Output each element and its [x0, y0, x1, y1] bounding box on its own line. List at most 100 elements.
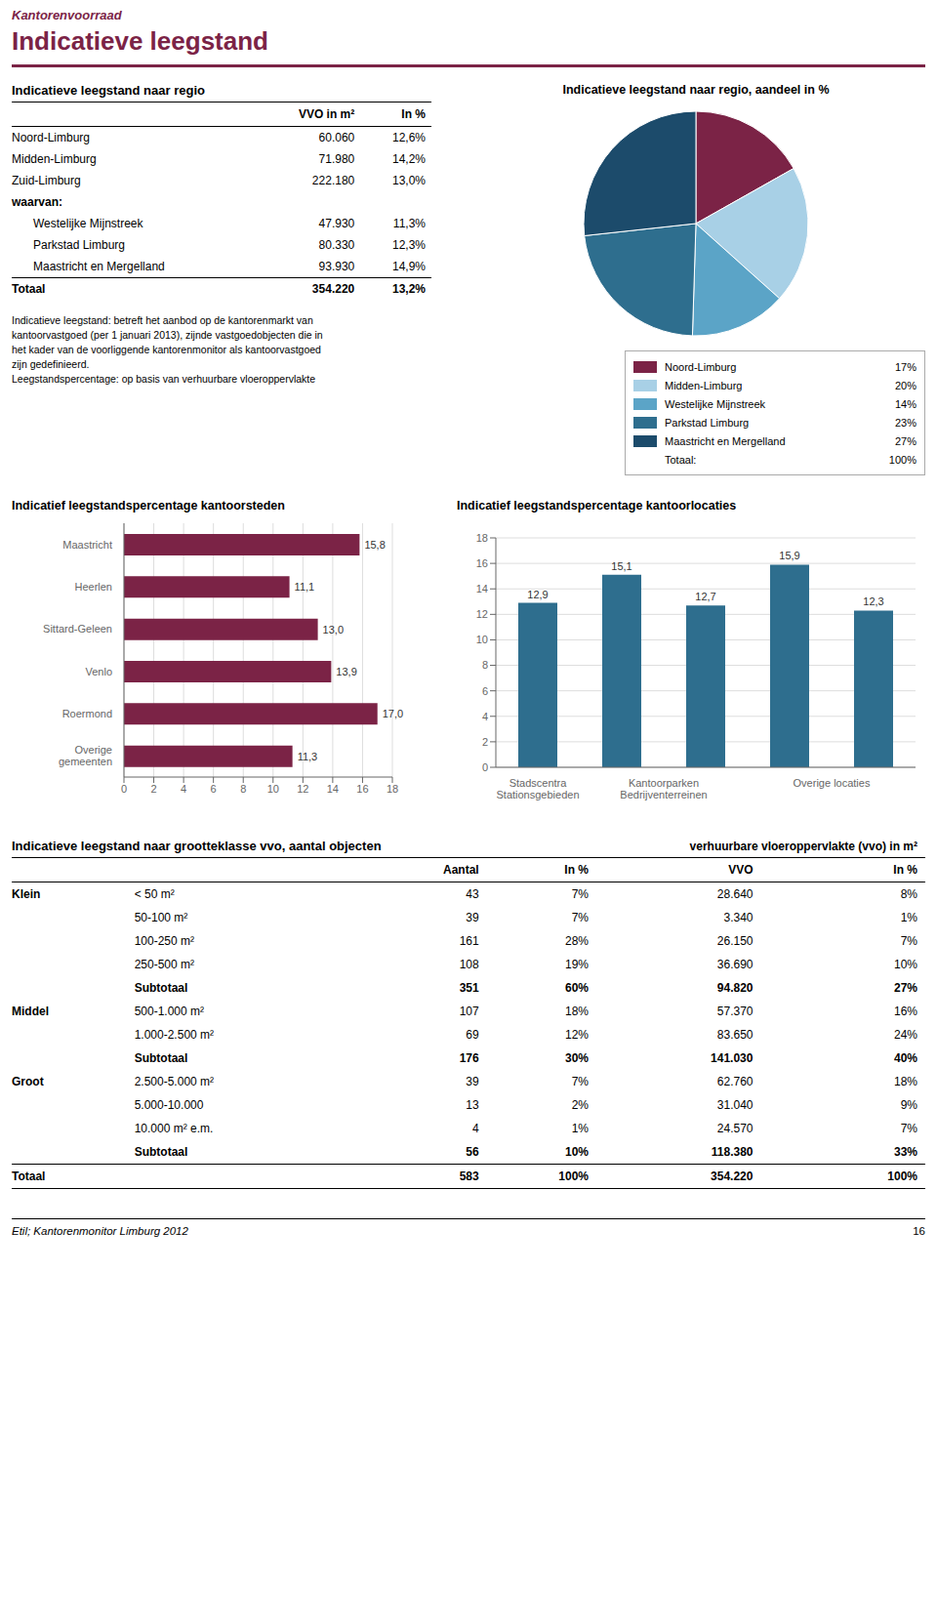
html-text:1.000-2.500 m²: 1.000-2.500 m²: [134, 1027, 214, 1042]
html-text:12,6%: 12,6%: [392, 130, 426, 145]
svg-text:6: 6: [210, 782, 217, 795]
svg-text:Roermond: Roermond: [62, 707, 113, 720]
html-text:7%: 7%: [571, 910, 589, 925]
svg-text:16: 16: [476, 557, 489, 570]
svg-text:Venlo: Venlo: [84, 665, 113, 678]
svg-text:6: 6: [482, 685, 489, 697]
html-text:18%: 18%: [894, 1074, 918, 1089]
svg-text:12: 12: [296, 782, 309, 795]
html-text:Indicatieve leegstand naar reg: Indicatieve leegstand naar regio: [11, 82, 205, 98]
svg-text:8: 8: [482, 658, 489, 671]
html-text:250-500 m²: 250-500 m²: [134, 957, 195, 972]
html-text:107: 107: [459, 1004, 479, 1019]
html-text:14,9%: 14,9%: [392, 259, 426, 274]
html-text:500-1.000 m²: 500-1.000 m²: [134, 1004, 204, 1019]
svg-text:12,3: 12,3: [862, 595, 884, 608]
html-text:47.930: 47.930: [318, 216, 355, 231]
html-text:1%: 1%: [571, 1121, 589, 1136]
svg-text:2: 2: [150, 782, 157, 795]
html-text:Noord-Limburg: Noord-Limburg: [11, 130, 90, 145]
svg-text:15,9: 15,9: [778, 549, 800, 562]
html-text:3.340: 3.340: [723, 910, 754, 925]
html-text:24.570: 24.570: [717, 1121, 754, 1136]
svg-text:14: 14: [476, 582, 489, 595]
html-text:10.000 m² e.m.: 10.000 m² e.m.: [134, 1121, 214, 1136]
html-text:83.650: 83.650: [717, 1027, 754, 1042]
svg-text:Maastricht: Maastricht: [62, 538, 113, 551]
html-text:27%: 27%: [894, 980, 918, 995]
svg-text:13,0: 13,0: [323, 623, 344, 636]
html-text:50-100 m²: 50-100 m²: [134, 910, 188, 925]
svg-text:Overige locaties: Overige locaties: [793, 776, 871, 789]
html-text:24%: 24%: [894, 1027, 918, 1042]
svg-text:13,9: 13,9: [335, 665, 357, 678]
svg-text:Overigegemeenten: Overigegemeenten: [58, 743, 113, 768]
html-text:In %: In %: [401, 107, 426, 122]
svg-text:15,1: 15,1: [611, 560, 632, 572]
html-text:1%: 1%: [900, 910, 918, 925]
html-text:18%: 18%: [565, 1004, 589, 1019]
html-text:351: 351: [459, 980, 479, 995]
html-text:verhuurbare vloeroppervlakte (: verhuurbare vloeroppervlakte (vvo) in m²: [689, 838, 918, 853]
html-text:7%: 7%: [900, 1121, 918, 1136]
svg-text:14: 14: [326, 782, 339, 795]
html-text:13,0%: 13,0%: [392, 173, 426, 188]
html-text:Subtotaal: Subtotaal: [134, 980, 188, 995]
html-text:VVO: VVO: [728, 862, 754, 877]
svg-text:0: 0: [482, 761, 489, 774]
html-text:Indicatieve leegstand naar reg: Indicatieve leegstand naar regio, aandee…: [562, 82, 830, 97]
svg-text:10: 10: [267, 782, 280, 795]
svg-text:2: 2: [482, 735, 489, 748]
svg-text:8: 8: [240, 782, 246, 795]
html-text:VVO in m²: VVO in m²: [298, 107, 355, 122]
html-text:11,3%: 11,3%: [393, 216, 426, 231]
html-text:Westelijke Mijnstreek: Westelijke Mijnstreek: [33, 216, 143, 231]
svg-text:12,9: 12,9: [527, 588, 548, 601]
html-text:60%: 60%: [565, 980, 589, 995]
html-text:Indicatieve leegstand: Indicatieve leegstand: [11, 26, 269, 56]
svg-text:11,1: 11,1: [294, 580, 316, 593]
svg-text:0: 0: [121, 782, 127, 795]
html-text:In %: In %: [564, 862, 589, 877]
html-text:12%: 12%: [565, 1027, 589, 1042]
html-text:Zuid-Limburg: Zuid-Limburg: [11, 173, 81, 188]
svg-text:15,8: 15,8: [364, 538, 385, 551]
html-text:Indicatieve leegstand naar gro: Indicatieve leegstand naar grootteklasse…: [11, 838, 382, 854]
svg-text:KantoorparkenBedrijventerreine: KantoorparkenBedrijventerreinen: [619, 776, 707, 801]
html-text:Maastricht en Mergelland: Maastricht en Mergelland: [33, 259, 165, 274]
html-text:62.760: 62.760: [717, 1074, 754, 1089]
html-text:60.060: 60.060: [318, 130, 355, 145]
html-text:10%: 10%: [894, 957, 918, 972]
html-text:2.500-5.000 m²: 2.500-5.000 m²: [134, 1074, 214, 1089]
html-text:16%: 16%: [894, 1004, 918, 1019]
svg-text:18: 18: [476, 531, 489, 544]
html-text:Indicatief leegstandspercentag: Indicatief leegstandspercentage kantoors…: [11, 498, 286, 513]
html-text:108: 108: [459, 957, 479, 972]
svg-text:18: 18: [386, 782, 399, 795]
svg-text:17,0: 17,0: [382, 707, 404, 720]
html-text:In %: In %: [893, 862, 918, 877]
svg-text:Sittard-Geleen: Sittard-Geleen: [42, 622, 113, 635]
svg-text:16: 16: [356, 782, 368, 795]
html-text:94.820: 94.820: [717, 980, 754, 995]
svg-text:4: 4: [482, 710, 489, 723]
svg-text:Heerlen: Heerlen: [74, 580, 113, 593]
html-text:57.370: 57.370: [717, 1004, 754, 1019]
svg-text:StadscentraStationsgebieden: StadscentraStationsgebieden: [495, 776, 579, 801]
html-text:Subtotaal: Subtotaal: [134, 1144, 188, 1159]
html-text:Aantal: Aantal: [443, 862, 479, 877]
html-text:Indicatief leegstandspercentag: Indicatief leegstandspercentage kantoorl…: [456, 498, 737, 513]
svg-text:4: 4: [180, 782, 187, 795]
html-text:Kantorenvoorraad: Kantorenvoorraad: [11, 7, 122, 23]
svg-text:11,3: 11,3: [297, 750, 319, 763]
html-text:Groot: Groot: [11, 1074, 44, 1089]
html-text:19%: 19%: [565, 957, 589, 972]
html-text:222.180: 222.180: [312, 173, 355, 188]
svg-text:12,7: 12,7: [694, 590, 716, 603]
html-text:93.930: 93.930: [318, 259, 355, 274]
html-text:36.690: 36.690: [717, 957, 754, 972]
html-text:7%: 7%: [571, 1074, 589, 1089]
svg-text:12: 12: [476, 608, 489, 620]
svg-text:10: 10: [476, 633, 489, 646]
html-text:Middel: Middel: [11, 1004, 49, 1019]
